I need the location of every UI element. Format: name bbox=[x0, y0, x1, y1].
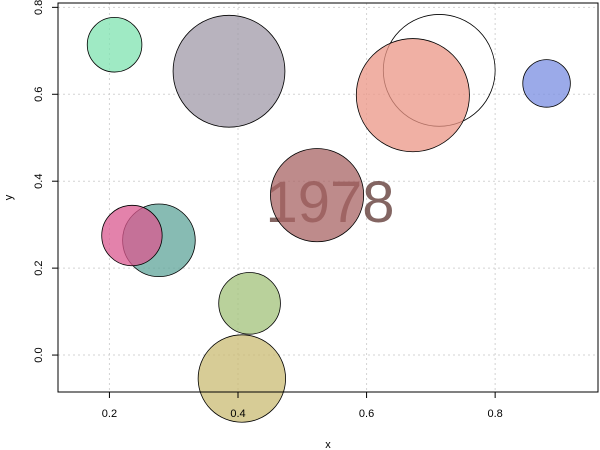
y-tick-label-4: 0.8 bbox=[33, 0, 45, 15]
x-tick-label-3: 0.8 bbox=[487, 408, 502, 420]
bubble-1 bbox=[86, 17, 143, 73]
y-tick-label-2: 0.4 bbox=[33, 174, 45, 189]
y-tick-label-1: 0.2 bbox=[33, 260, 45, 275]
y-tick-label-0: 0.0 bbox=[33, 347, 45, 362]
bubbles bbox=[86, 14, 571, 423]
x-axis: 0.2 0.4 0.6 0.8 bbox=[102, 392, 503, 420]
bubble-2 bbox=[172, 14, 286, 128]
bubble-6 bbox=[270, 148, 365, 243]
plot-frame bbox=[57, 2, 599, 393]
x-tick-label-2: 0.6 bbox=[359, 408, 374, 420]
bubble-9 bbox=[218, 272, 281, 335]
bubble-8 bbox=[101, 204, 163, 267]
x-tick-label-1: 0.4 bbox=[230, 408, 245, 420]
y-axis: 0.0 0.2 0.4 0.6 0.8 bbox=[33, 0, 58, 363]
y-axis-label: y bbox=[3, 194, 15, 200]
x-tick-label-0: 0.2 bbox=[102, 408, 117, 420]
bubble-5 bbox=[522, 59, 571, 108]
x-axis-label: x bbox=[325, 439, 331, 450]
bubble-10 bbox=[197, 334, 286, 423]
y-tick-label-3: 0.6 bbox=[33, 87, 45, 102]
bubble-4 bbox=[355, 38, 470, 153]
